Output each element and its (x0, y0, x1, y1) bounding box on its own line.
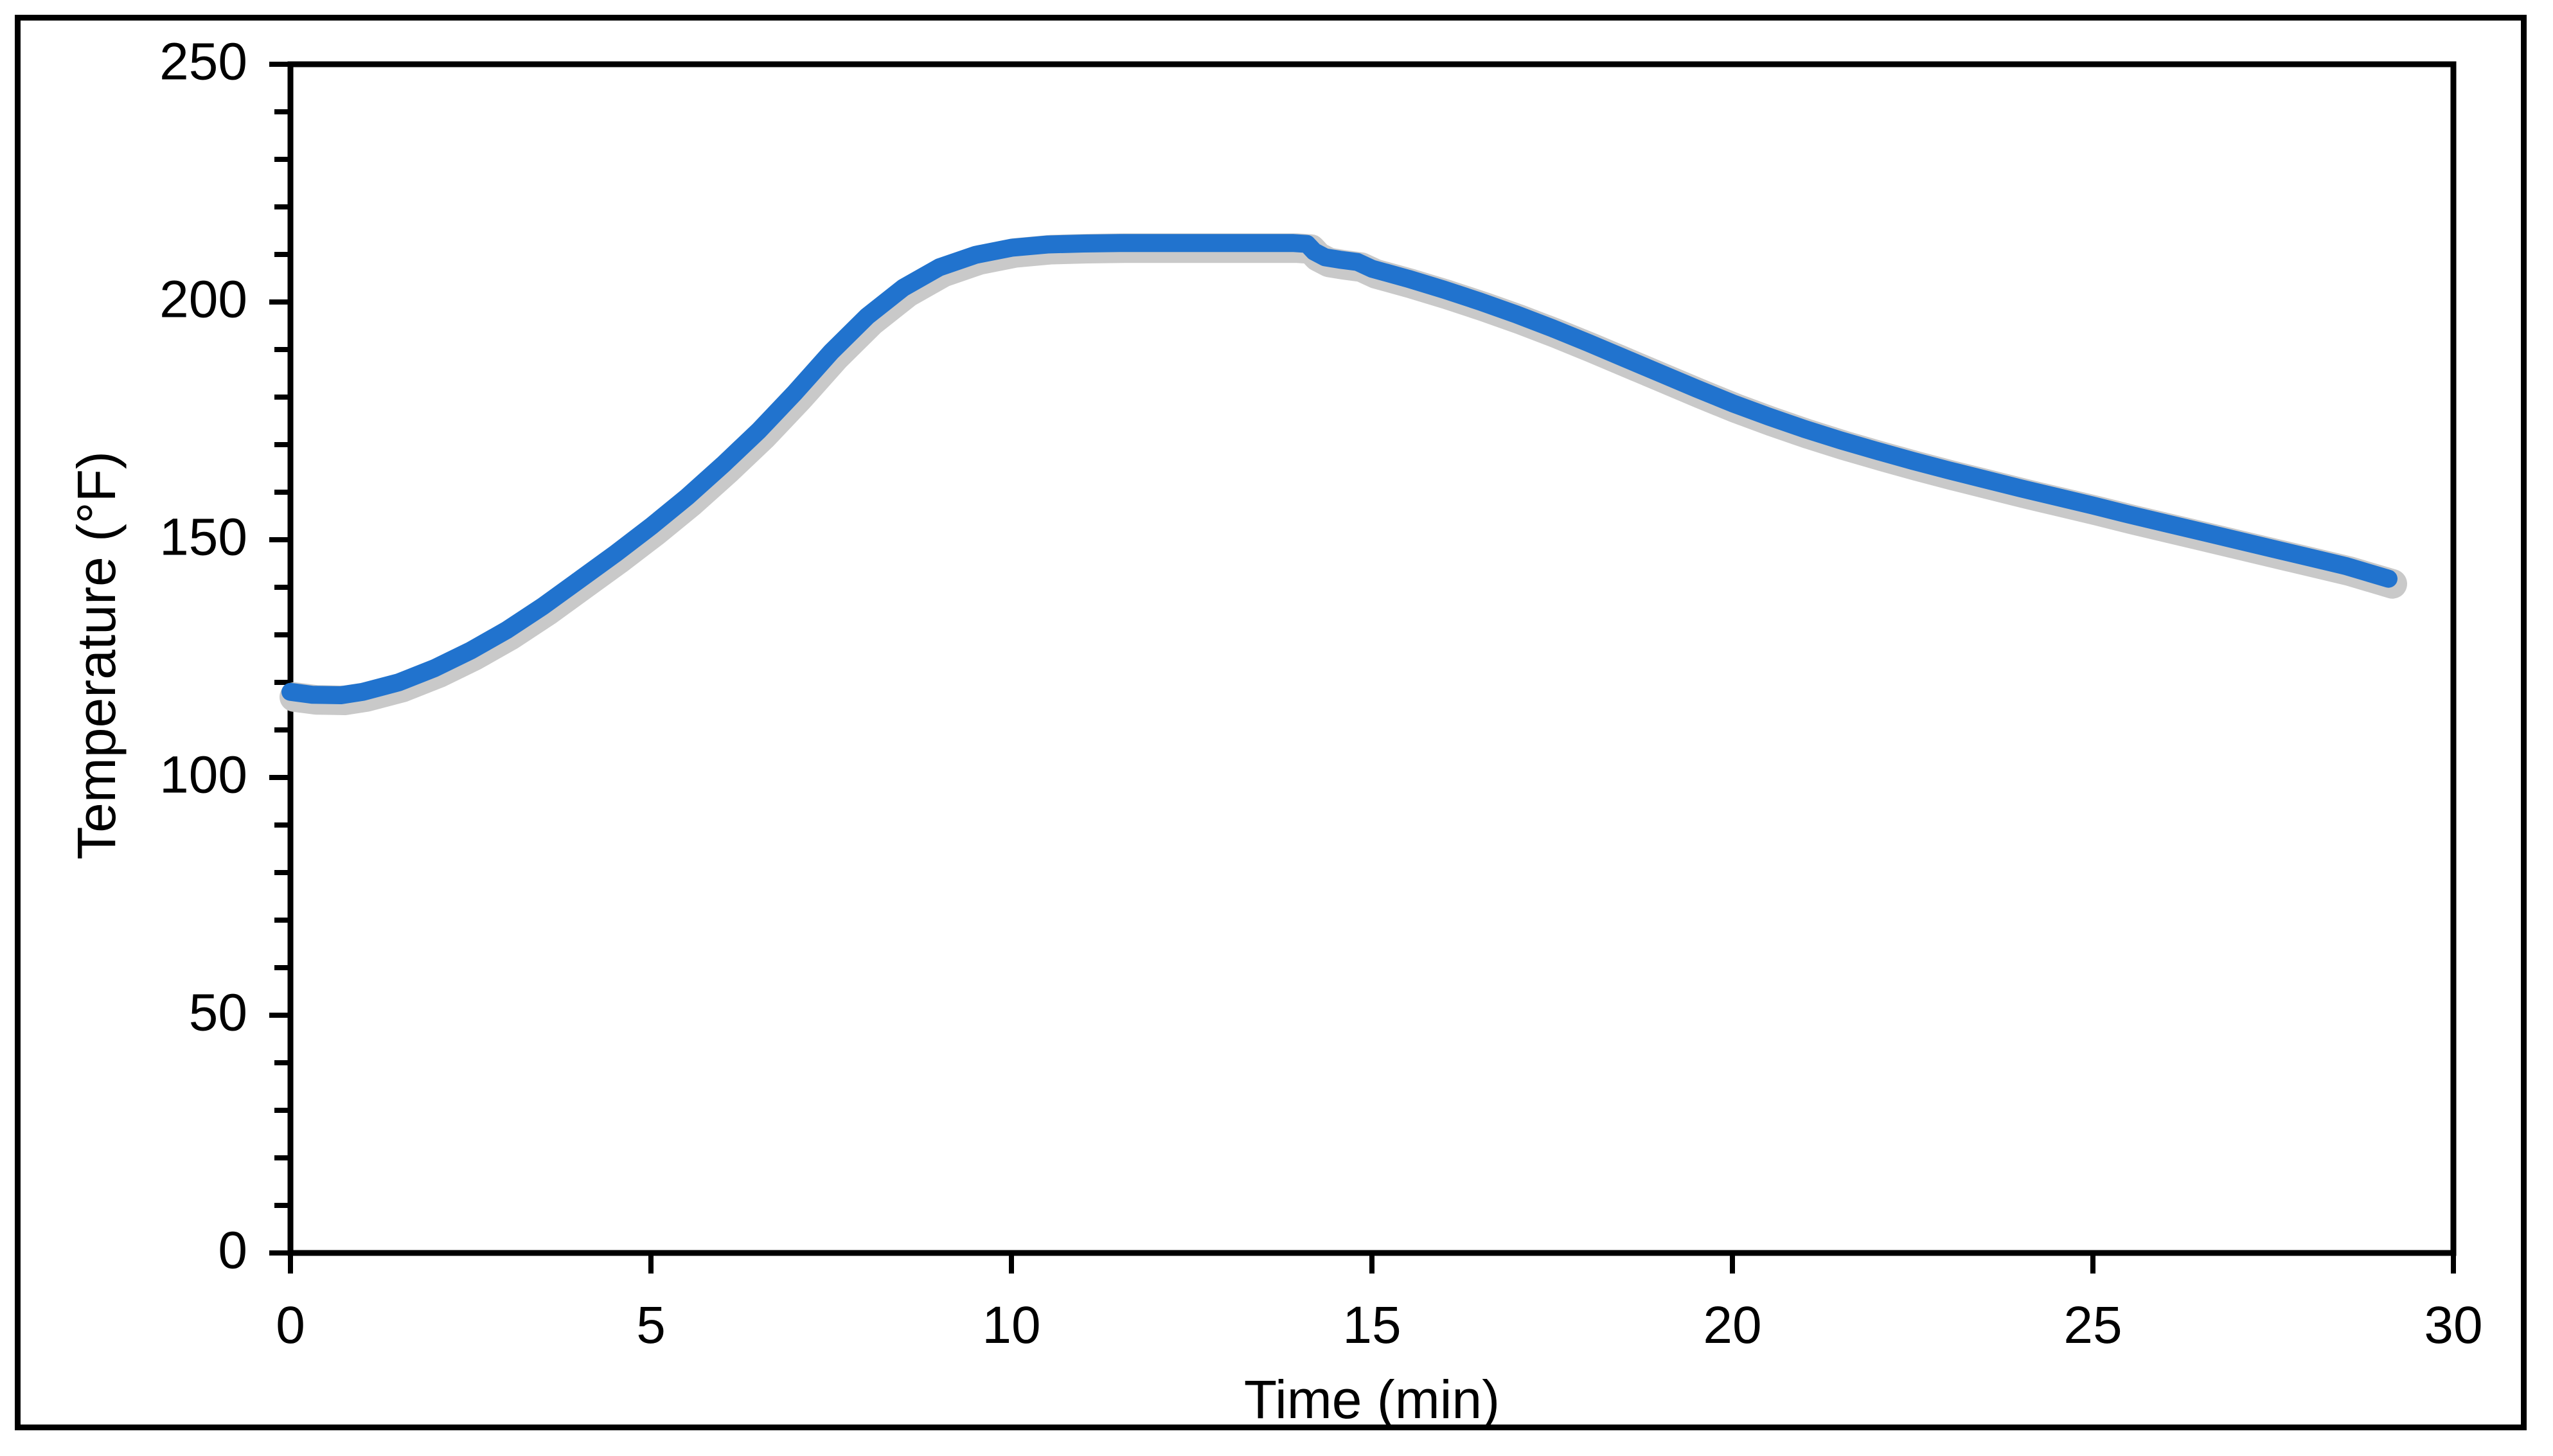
x-axis-title: Time (min) (1243, 1369, 1500, 1430)
y-tick-label-0: 0 (218, 1221, 247, 1280)
y-tick-label-100: 100 (159, 745, 247, 804)
plot-area-border (287, 61, 2457, 1256)
x-tick-label-5: 5 (636, 1296, 666, 1354)
x-tick-label-10: 10 (982, 1296, 1041, 1354)
y-tick-label-50: 50 (188, 983, 247, 1042)
x-tick-label-0: 0 (276, 1296, 305, 1354)
y-tick-label-200: 200 (159, 270, 247, 329)
y-tick-label-150: 150 (159, 508, 247, 567)
x-tick-label-15: 15 (1342, 1296, 1401, 1354)
series-shadow (280, 233, 2407, 715)
y-axis-title: Temperature (°F) (66, 451, 127, 860)
x-tick-label-20: 20 (1703, 1296, 1762, 1354)
y-tick-label-250: 250 (159, 32, 247, 91)
x-tick-label-25: 25 (2063, 1296, 2122, 1354)
series-line-temperature (281, 234, 2397, 704)
x-tick-label-30: 30 (2424, 1296, 2483, 1354)
